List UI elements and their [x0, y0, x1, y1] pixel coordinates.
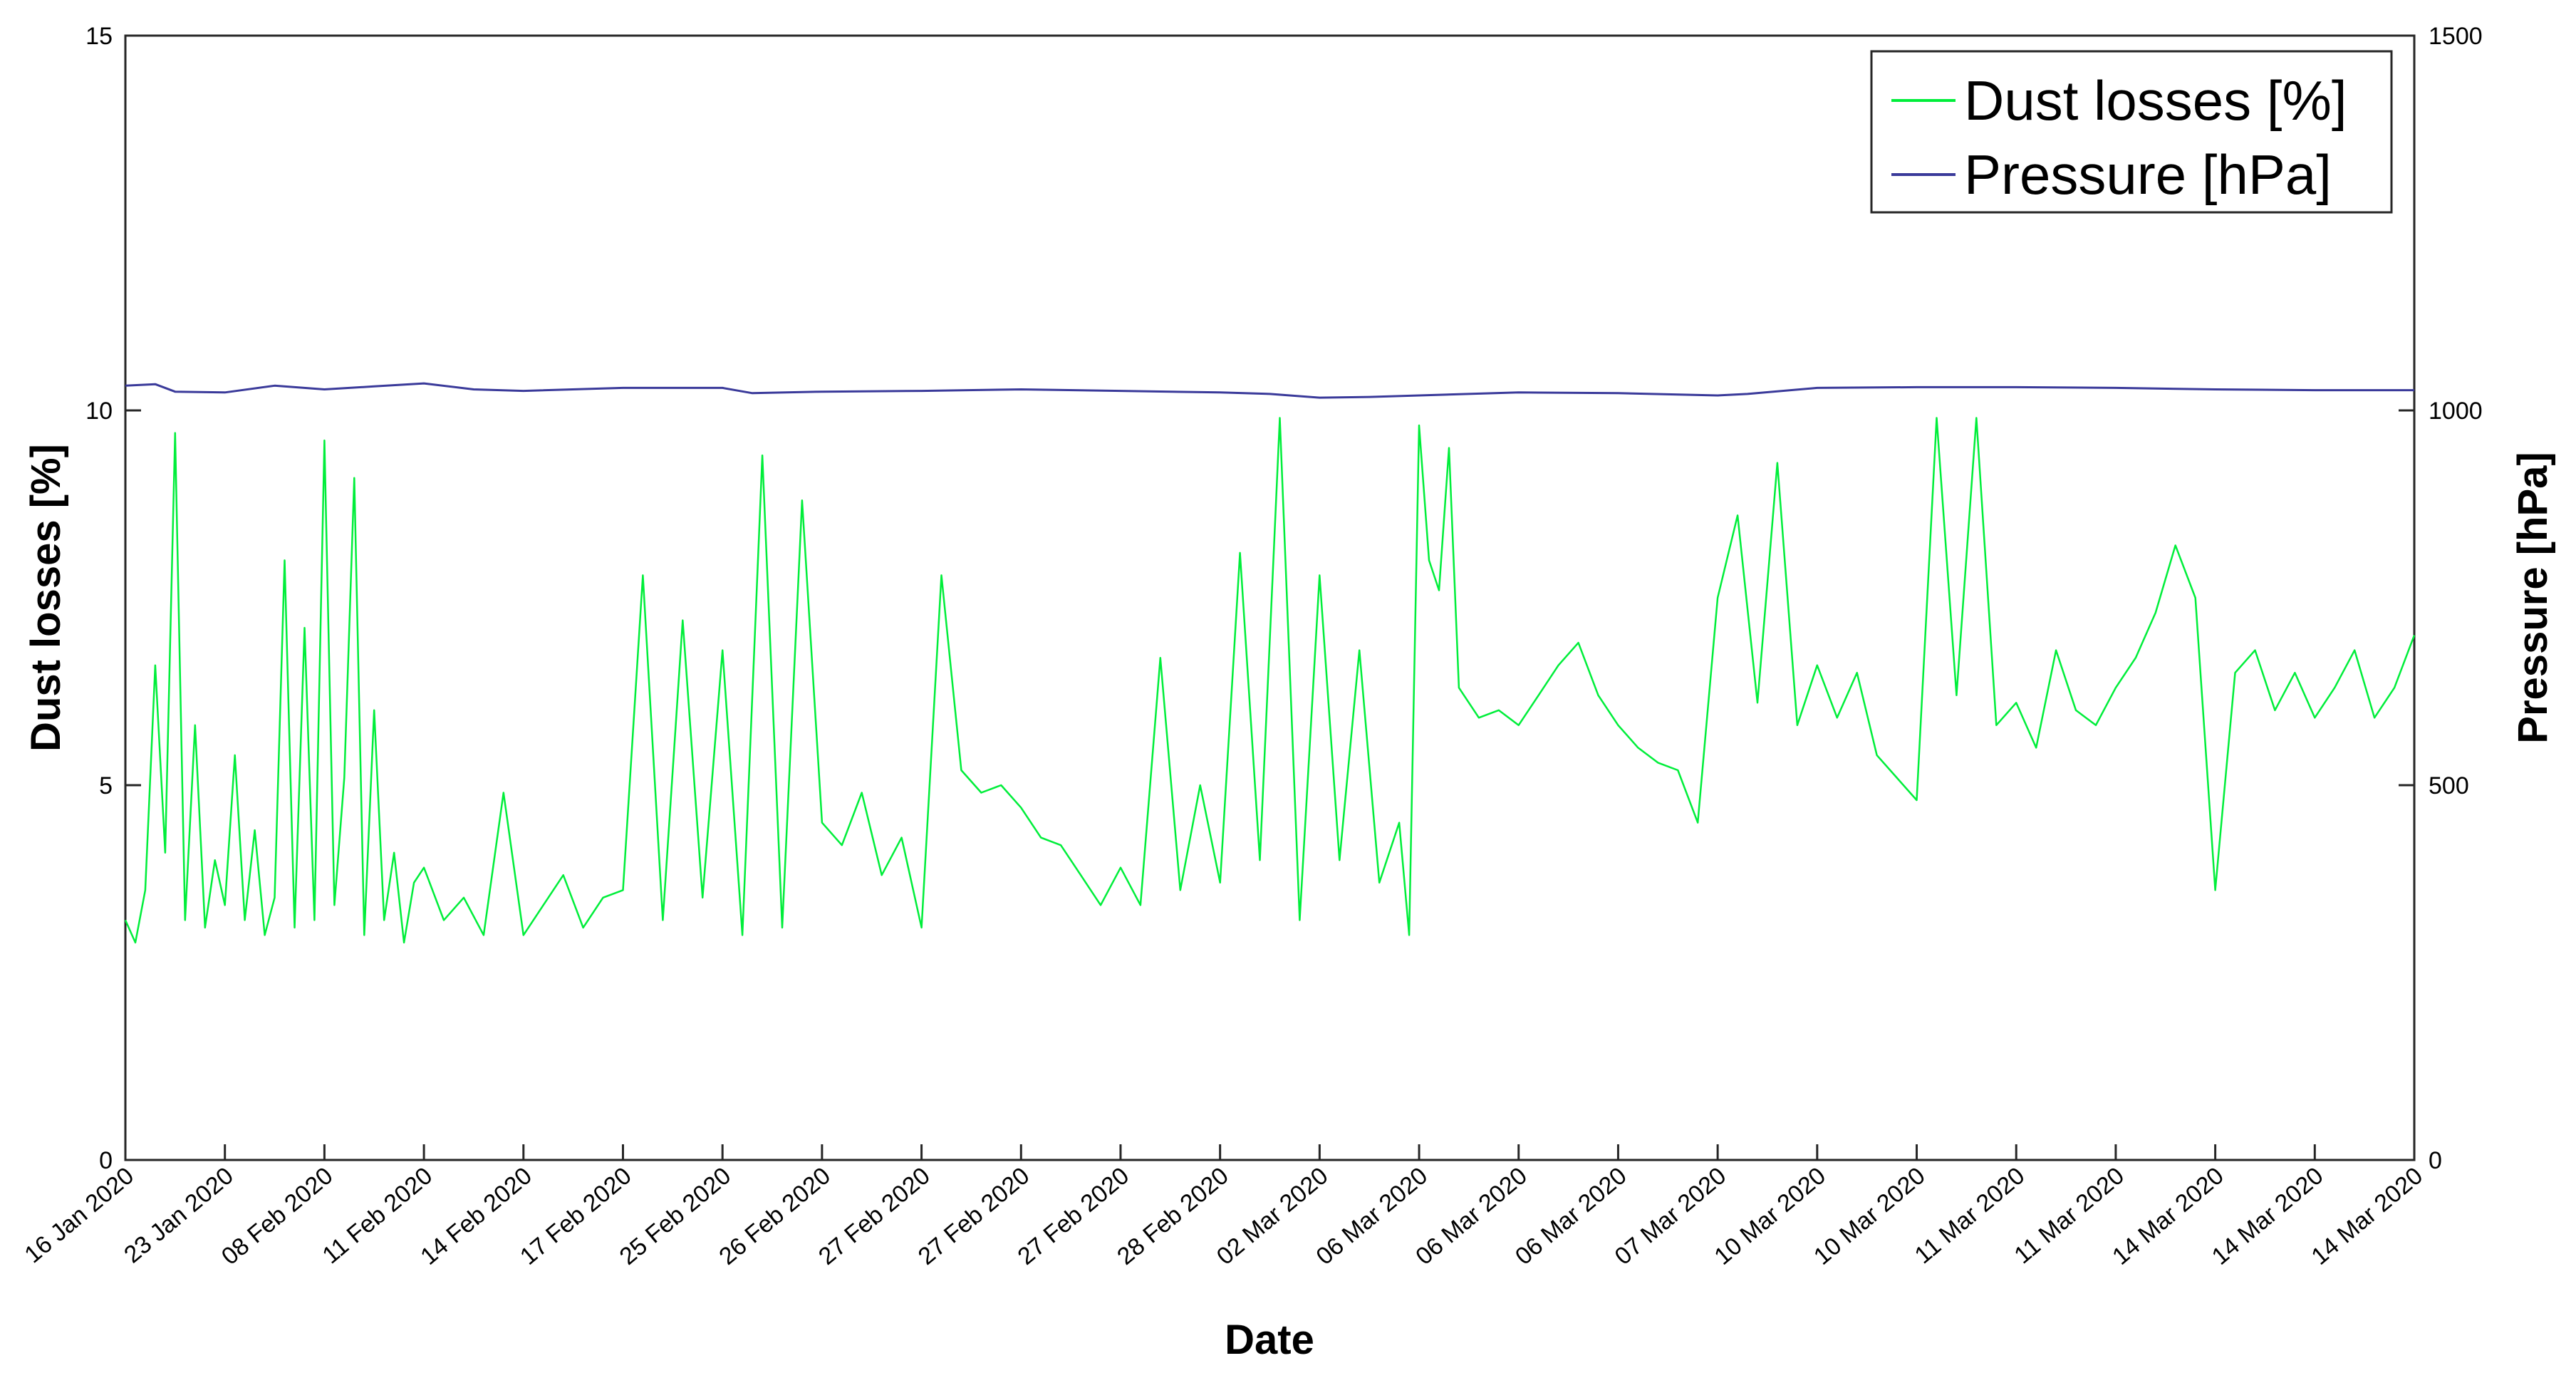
left-y-tick-label: 5 [99, 772, 113, 799]
left-y-tick-label: 15 [85, 23, 113, 50]
x-axis-title: Date [1225, 1317, 1314, 1363]
dust-losses-line [124, 417, 2416, 944]
left-y-axis: 0 5 10 15 [85, 23, 141, 1174]
legend-label-dust-losses: Dust losses [%] [1964, 69, 2347, 132]
left-y-tick-label: 0 [99, 1147, 113, 1174]
right-y-tick-label: 1500 [2429, 23, 2483, 50]
legend: Dust losses [%] Pressure [hPa] [1870, 50, 2393, 214]
right-y-axis-title: Pressure [hPa] [2510, 452, 2556, 743]
legend-label-pressure: Pressure [hPa] [1964, 143, 2332, 206]
right-y-tick-label: 0 [2429, 1147, 2442, 1174]
legend-box [1870, 50, 2393, 214]
right-y-axis: 0 500 1000 1500 [2399, 23, 2483, 1174]
pressure-line [125, 382, 2414, 399]
plot-area [124, 34, 2416, 1161]
left-y-axis-title: Dust losses [%] [23, 444, 69, 752]
series-layer [124, 382, 2416, 944]
right-y-tick-label: 1000 [2429, 398, 2483, 425]
left-y-tick-label: 10 [85, 398, 113, 425]
right-y-tick-label: 500 [2429, 772, 2469, 799]
